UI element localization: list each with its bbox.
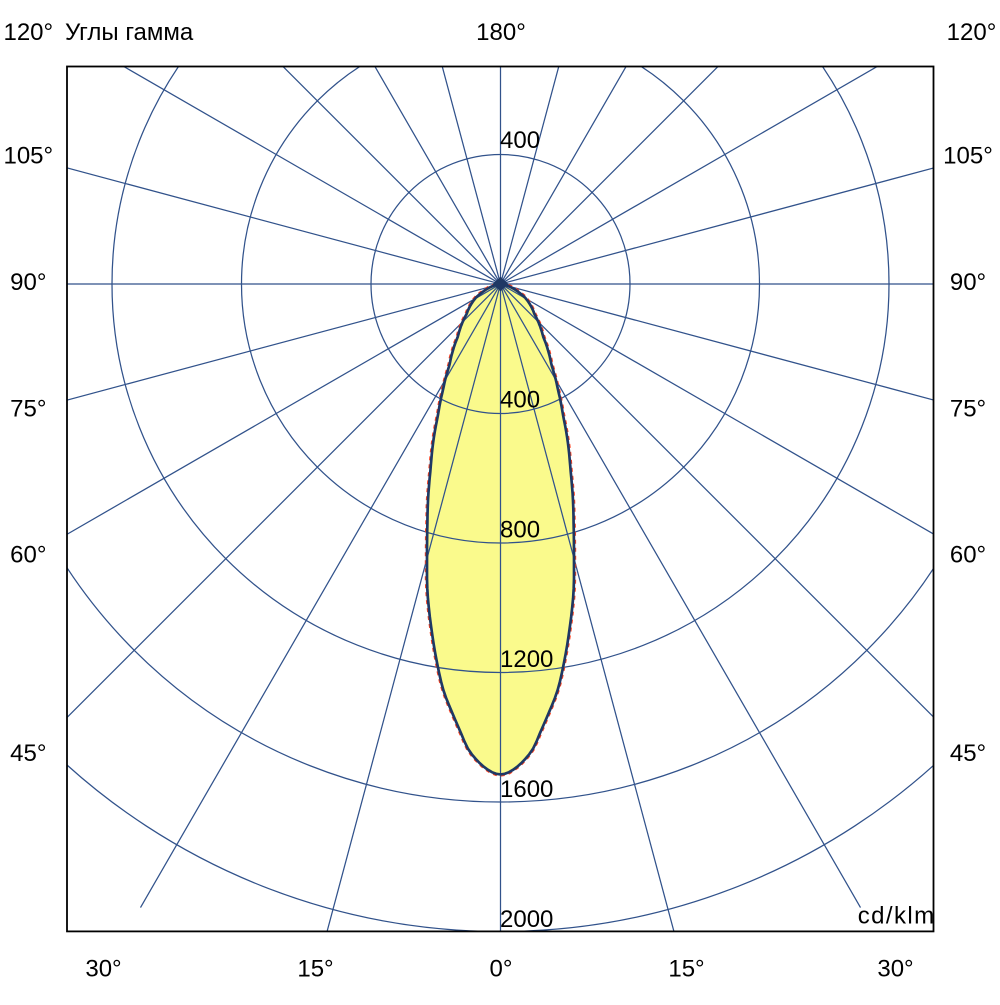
svg-text:15°: 15° (668, 956, 704, 983)
svg-text:90°: 90° (950, 269, 986, 296)
svg-text:1600: 1600 (500, 776, 553, 803)
svg-text:90°: 90° (10, 269, 46, 296)
svg-text:105°: 105° (3, 143, 53, 170)
svg-text:15°: 15° (297, 956, 333, 983)
svg-text:0°: 0° (490, 956, 513, 983)
svg-text:75°: 75° (10, 396, 46, 423)
svg-text:120°: 120° (947, 19, 997, 46)
svg-text:60°: 60° (950, 542, 986, 569)
svg-text:2000: 2000 (500, 906, 553, 933)
svg-text:400: 400 (500, 127, 540, 154)
svg-text:120°: 120° (3, 19, 53, 46)
svg-text:Углы гамма: Углы гамма (65, 19, 194, 46)
svg-text:800: 800 (500, 517, 540, 544)
svg-text:60°: 60° (10, 542, 46, 569)
svg-text:45°: 45° (10, 740, 46, 767)
svg-text:400: 400 (500, 386, 540, 413)
svg-text:30°: 30° (877, 956, 913, 983)
svg-text:30°: 30° (85, 956, 121, 983)
svg-text:1200: 1200 (500, 646, 553, 673)
svg-text:105°: 105° (943, 143, 993, 170)
svg-text:180°: 180° (476, 19, 526, 46)
svg-text:cd/klm: cd/klm (858, 903, 936, 930)
svg-text:75°: 75° (950, 396, 986, 423)
svg-text:45°: 45° (950, 740, 986, 767)
